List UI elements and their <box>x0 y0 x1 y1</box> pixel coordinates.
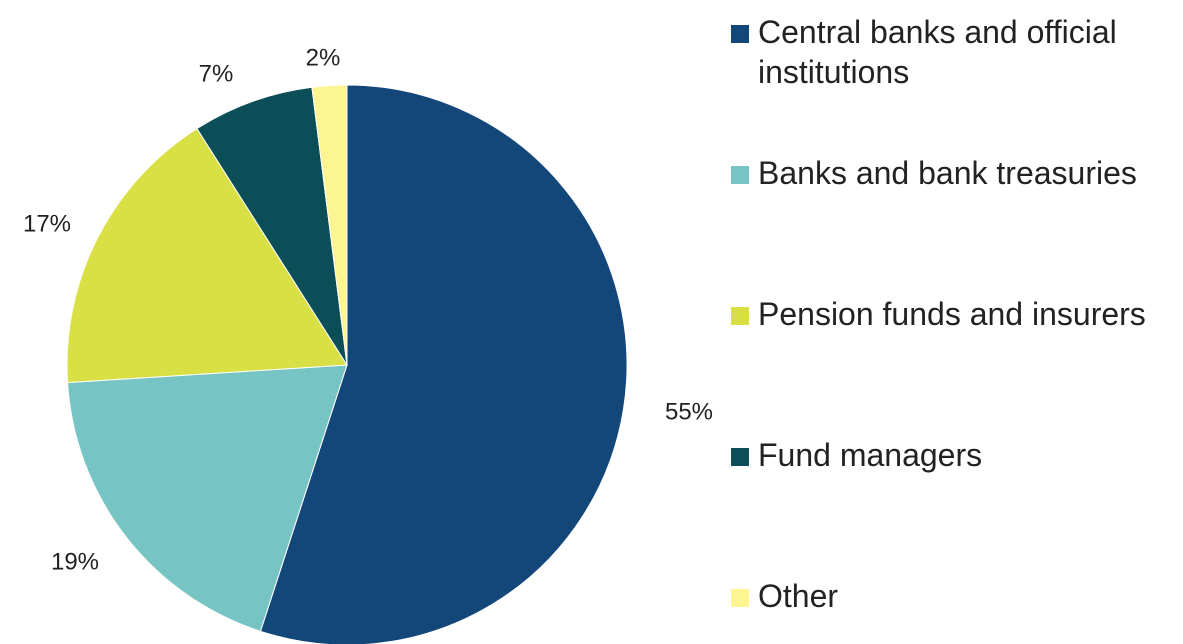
legend-label-central-banks: Central banks and official institutions <box>758 14 1117 90</box>
pie-slice-pension-funds <box>66 127 348 384</box>
legend-swatch-fund-managers <box>731 448 749 466</box>
legend-swatch-banks <box>731 166 749 184</box>
legend-item-banks: Banks and bank treasuries <box>731 153 1168 193</box>
pie-label-central-banks: 55% <box>665 398 713 425</box>
pie-slices <box>66 84 628 644</box>
pie-label-pension-funds: 17% <box>23 210 71 237</box>
legend: Central banks and official institutions … <box>731 12 1176 632</box>
legend-swatch-other <box>731 589 749 607</box>
legend-label-fund-managers: Fund managers <box>758 437 983 473</box>
legend-label-other: Other <box>758 578 839 614</box>
pie-value-labels: 55% 19% 17% 7% 2% <box>23 44 713 575</box>
legend-item-central-banks: Central banks and official institutions <box>731 12 1168 92</box>
legend-swatch-central-banks <box>731 25 749 43</box>
legend-item-fund-managers: Fund managers <box>731 435 1168 475</box>
pie-slice-banks <box>67 364 348 632</box>
pie-label-other: 2% <box>306 44 341 71</box>
legend-item-pension-funds: Pension funds and insurers <box>731 294 1168 334</box>
pie-slice-fund-managers <box>196 86 348 366</box>
pie-slice-other <box>311 84 348 366</box>
legend-label-banks: Banks and bank treasuries <box>758 155 1137 191</box>
legend-swatch-pension-funds <box>731 307 749 325</box>
pie-slice-central-banks <box>259 84 628 644</box>
pie-label-fund-managers: 7% <box>199 60 234 87</box>
legend-item-other: Other <box>731 576 1168 616</box>
pie-label-banks: 19% <box>51 548 99 575</box>
legend-label-pension-funds: Pension funds and insurers <box>758 296 1146 332</box>
